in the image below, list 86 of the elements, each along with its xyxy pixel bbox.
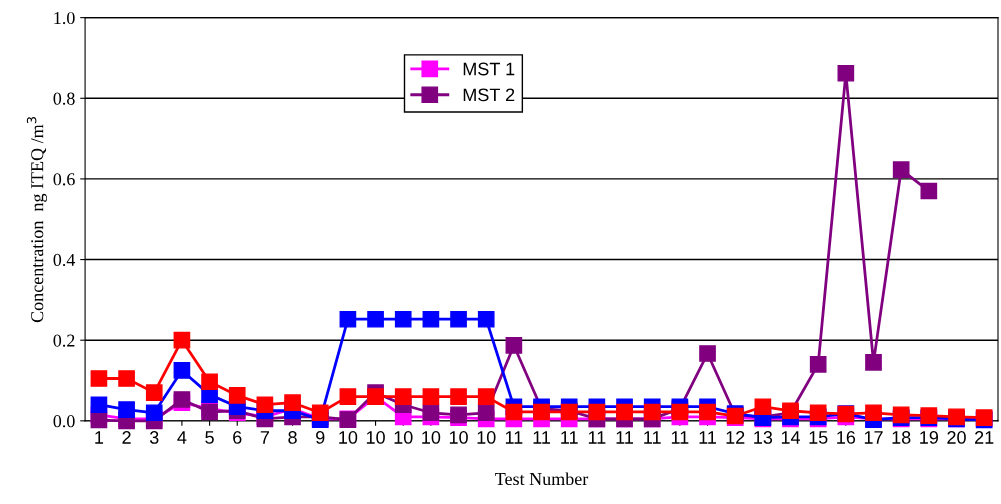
point: [477, 404, 495, 422]
x-tick-label: 11: [671, 431, 689, 444]
point: [173, 362, 191, 379]
x-tick-label: 14: [781, 431, 801, 444]
point: [450, 310, 467, 328]
point: [256, 396, 274, 414]
x-tick-label: 5: [205, 431, 214, 444]
x-tick-label: 18: [892, 431, 911, 444]
x-tick-label: 10: [422, 431, 441, 444]
point: [90, 396, 108, 414]
x-tick-label: 11: [699, 431, 717, 444]
x-tick-label: 11: [505, 431, 523, 444]
x-tick-label: 11: [616, 431, 634, 444]
y-tick-label: 1.0: [54, 11, 75, 25]
point: [90, 411, 108, 429]
x-tick-label: 17: [864, 431, 883, 444]
point: [284, 394, 301, 412]
x-axis-title: Test Number: [495, 472, 589, 486]
legend-label: MST 2: [463, 88, 515, 102]
x-tick-label: 19: [920, 431, 939, 444]
x-tick-label: 16: [837, 431, 856, 444]
point: [394, 388, 412, 405]
point: [588, 403, 606, 421]
point: [699, 345, 716, 362]
point: [477, 388, 495, 405]
x-tick-label: 12: [726, 431, 745, 444]
point: [339, 388, 357, 405]
point: [173, 391, 191, 408]
x-tick-label: 3: [149, 431, 159, 444]
point: [118, 401, 135, 418]
point: [809, 404, 827, 422]
legend-label: MST 1: [463, 62, 515, 76]
point: [754, 398, 772, 416]
x-tick-label: 11: [588, 431, 606, 444]
x-tick-label: 1: [95, 431, 104, 444]
point: [809, 356, 827, 373]
point: [699, 403, 716, 421]
point: [920, 182, 938, 200]
point: [616, 403, 633, 421]
y-tick-label: 0.4: [53, 253, 76, 267]
point: [145, 404, 163, 422]
x-tick-label: 13: [754, 431, 773, 444]
x-tick-label: 7: [260, 431, 270, 444]
point: [394, 310, 412, 328]
point: [505, 403, 523, 421]
point: [643, 403, 661, 421]
point: [201, 373, 218, 391]
point: [892, 161, 910, 178]
x-tick-label: 8: [288, 431, 297, 444]
point: [505, 337, 523, 354]
x-tick-label: 11: [533, 431, 551, 444]
x-tick-label: 10: [366, 431, 385, 444]
y-axis-title: Concentration ng ITEQ /m$^{3}$: [26, 117, 48, 323]
point: [837, 64, 855, 82]
point: [311, 404, 329, 422]
x-tick-label: 10: [477, 431, 496, 444]
x-tick-label: 11: [561, 431, 578, 444]
x-tick-label: 4: [177, 431, 187, 444]
point: [118, 370, 135, 387]
x-tick-label: 20: [947, 431, 966, 444]
point: [422, 404, 440, 422]
point: [477, 310, 495, 328]
x-tick-label: 10: [394, 431, 413, 444]
x-tick-label: 10: [449, 431, 468, 444]
y-tick-label: 0.8: [53, 92, 75, 105]
point: [450, 388, 467, 405]
point: [865, 354, 882, 371]
point: [422, 388, 440, 405]
x-tick-label: 21: [975, 431, 994, 444]
x-tick-label: 2: [122, 431, 131, 444]
x-tick-label: 10: [339, 431, 358, 444]
point: [90, 370, 108, 387]
point: [228, 387, 246, 404]
point: [339, 310, 357, 328]
x-tick-label: 15: [809, 431, 828, 444]
point: [173, 331, 191, 349]
point: [145, 384, 163, 401]
point: [865, 404, 882, 422]
point: [367, 310, 384, 328]
x-tick-label: 9: [316, 431, 325, 444]
y-tick-label: 0.6: [53, 173, 75, 186]
x-tick-label: 6: [233, 431, 242, 444]
y-tick-label: 0.0: [53, 415, 75, 428]
x-tick-label: 11: [644, 431, 661, 444]
y-tick-label: 0.2: [53, 334, 75, 347]
point: [422, 310, 440, 328]
